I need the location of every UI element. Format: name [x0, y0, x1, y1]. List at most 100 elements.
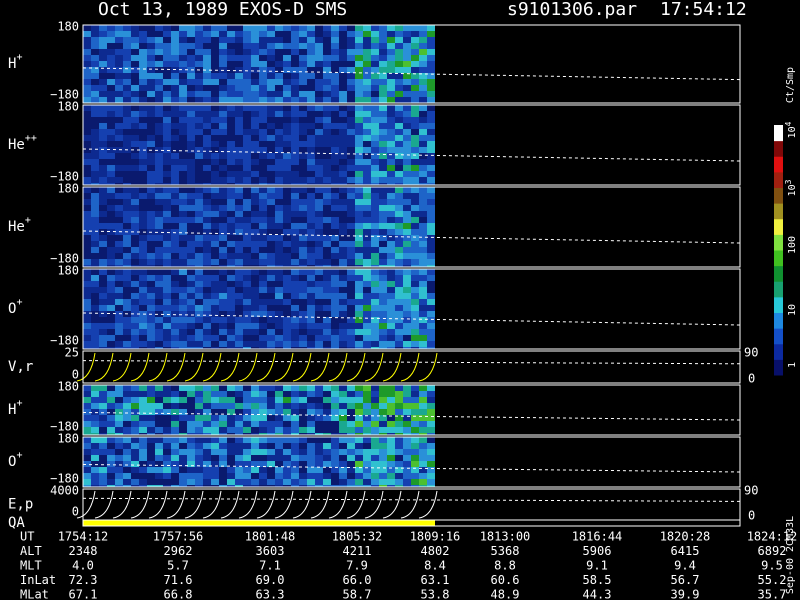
spectrogram-cell: [267, 473, 275, 479]
spectrogram-cell: [387, 217, 395, 223]
spectrogram-cell: [331, 241, 339, 247]
spectrogram-cell: [83, 117, 91, 123]
spectrogram-cell: [211, 415, 219, 421]
spectrogram-cell: [227, 265, 235, 267]
spectrogram-cell: [171, 37, 179, 43]
spectrogram-cell: [419, 183, 427, 185]
spectrogram-cell: [147, 323, 155, 329]
spectrogram-cell: [155, 427, 163, 433]
spectrogram-cell: [107, 73, 115, 79]
spectrogram-cell: [371, 97, 379, 103]
spectrogram-cell: [387, 171, 395, 177]
spectrogram-cell: [243, 241, 251, 247]
spectrogram-cell: [299, 229, 307, 235]
spectrogram-cell: [411, 281, 419, 287]
spectrogram-cell: [395, 259, 403, 265]
spectrogram-cell: [123, 61, 131, 67]
spectrogram-cell: [259, 223, 267, 229]
spectrogram-cell: [355, 25, 363, 31]
spectrogram-cell: [307, 105, 315, 111]
spectrogram-cell: [139, 421, 147, 427]
spectrogram-cell: [107, 287, 115, 293]
spectrogram-cell: [107, 329, 115, 335]
spectrogram-cell: [115, 177, 123, 183]
spectrogram-cell: [155, 409, 163, 415]
spectrogram-cell: [187, 473, 195, 479]
spectrogram-cell: [371, 281, 379, 287]
spectrogram-cell: [147, 253, 155, 259]
spectrogram-cell: [259, 421, 267, 427]
spectrogram-cell: [299, 105, 307, 111]
spectrogram-cell: [395, 293, 403, 299]
spectrogram-cell: [203, 91, 211, 97]
spectrogram-cell: [291, 385, 299, 391]
spectrogram-cell: [179, 341, 187, 347]
spectrogram-cell: [243, 433, 251, 435]
spectrogram-cell: [331, 403, 339, 409]
spectrogram-cell: [419, 247, 427, 253]
spectrogram-cell: [211, 229, 219, 235]
spectrogram-cell: [419, 421, 427, 427]
spectrogram-cell: [131, 105, 139, 111]
spectrogram-cell: [179, 43, 187, 49]
spectrogram-cell: [259, 129, 267, 135]
spectrogram-cell: [203, 341, 211, 347]
spectrogram-cell: [235, 269, 243, 275]
spectrogram-cell: [371, 317, 379, 323]
spectrogram-cell: [427, 299, 435, 305]
spectrogram-cell: [211, 397, 219, 403]
spectrogram-cell: [411, 403, 419, 409]
spectrogram-cell: [315, 229, 323, 235]
spectrogram-cell: [331, 159, 339, 165]
spectrogram-cell: [299, 123, 307, 129]
spectrogram-cell: [307, 85, 315, 91]
spectrogram-cell: [403, 241, 411, 247]
spectrogram-cell: [411, 299, 419, 305]
spectrogram-cell: [339, 159, 347, 165]
panel-label: H+: [8, 398, 22, 418]
spectrogram-cell: [379, 43, 387, 49]
spectrogram-cell: [379, 467, 387, 473]
spectrogram-cell: [203, 305, 211, 311]
spectrogram-cell: [347, 455, 355, 461]
spectrogram-cell: [387, 485, 395, 487]
spectrogram-cell: [171, 403, 179, 409]
spectrogram-cell: [147, 31, 155, 37]
spectrogram-cell: [123, 183, 131, 185]
spectrogram-cell: [395, 135, 403, 141]
spectrogram-cell: [83, 461, 91, 467]
spectrogram-cell: [83, 229, 91, 235]
spectrogram-cell: [275, 117, 283, 123]
spectrogram-cell: [307, 479, 315, 485]
spectrogram-cell: [91, 49, 99, 55]
spectrogram-cell: [179, 397, 187, 403]
spectrogram-cell: [403, 193, 411, 199]
spectrogram-cell: [299, 55, 307, 61]
spectrogram-cell: [259, 485, 267, 487]
spectrogram-cell: [315, 199, 323, 205]
spectrogram-cell: [347, 31, 355, 37]
spectrogram-cell: [139, 335, 147, 341]
spectrogram-cell: [179, 223, 187, 229]
spectrogram-cell: [243, 281, 251, 287]
spectrogram-cell: [379, 443, 387, 449]
spectrogram-cell: [291, 79, 299, 85]
spectrogram-cell: [147, 391, 155, 397]
spectrogram-cell: [91, 105, 99, 111]
spectrogram-cell: [83, 199, 91, 205]
colorbar-segment: [774, 171, 783, 188]
spectrogram-cell: [387, 409, 395, 415]
spectrogram-cell: [363, 49, 371, 55]
spectrogram-cell: [299, 129, 307, 135]
spectrogram-cell: [99, 111, 107, 117]
spectrogram-cell: [259, 241, 267, 247]
colorbar-segment: [774, 281, 783, 298]
spectrogram-cell: [131, 467, 139, 473]
spectrogram-cell: [331, 293, 339, 299]
spectrogram-cell: [131, 485, 139, 487]
spectrogram-cell: [99, 67, 107, 73]
spectrogram-cell: [91, 415, 99, 421]
spectrogram-cell: [235, 43, 243, 49]
spectrogram-cell: [259, 317, 267, 323]
spectrogram-cell: [235, 293, 243, 299]
